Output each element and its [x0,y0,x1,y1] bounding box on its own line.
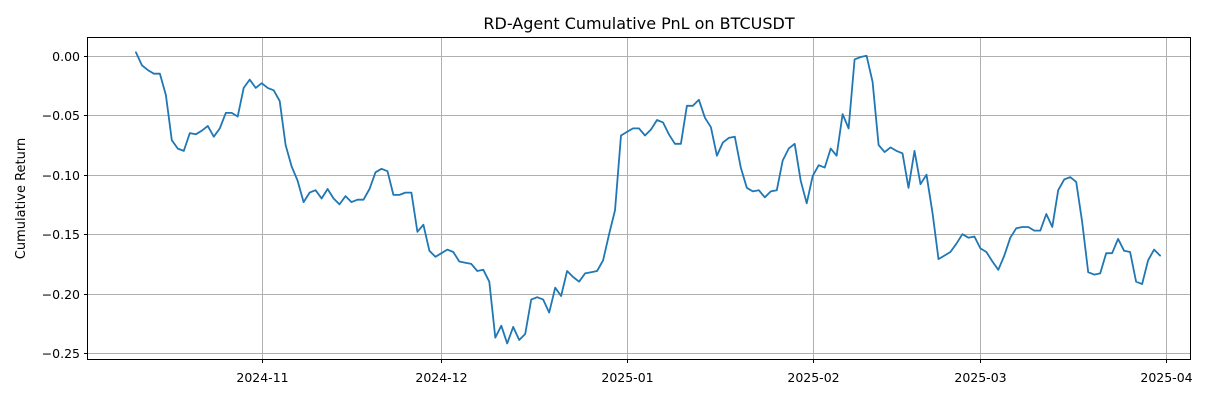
x-tick-label: 2025-01 [601,370,653,385]
y-tick-label: 0.00 [52,49,80,64]
plot-frame [87,37,1191,360]
y-axis: 0.00 −0.05 −0.10 −0.15 −0.20 −0.25 [42,49,88,361]
x-tick-label: 2025-04 [1140,370,1192,385]
x-axis: 2024-11 2024-12 2025-01 2025-02 2025-03 2025-… [236,359,1193,385]
series-layer [134,51,1161,345]
y-tick-label: −0.15 [42,227,80,242]
x-tick-label: 2024-11 [236,370,288,385]
y-tick-label: −0.20 [42,287,80,302]
y-axis-label: Cumulative Return [14,138,29,259]
x-tick-label: 2025-02 [787,370,839,385]
y-tick-label: −0.10 [42,168,80,183]
y-tick-label: −0.05 [42,108,80,123]
y-tick-label: −0.25 [42,346,80,361]
chart-title: RD-Agent Cumulative PnL on BTCUSDT [483,14,794,33]
grid [88,38,1190,359]
x-tick-label: 2024-12 [415,370,467,385]
x-tick-label: 2025-03 [954,370,1006,385]
series-line [134,51,1161,345]
